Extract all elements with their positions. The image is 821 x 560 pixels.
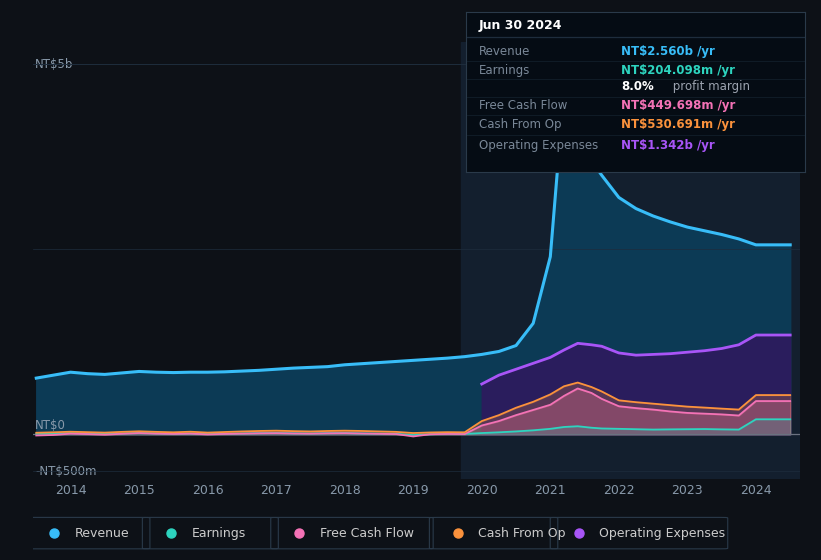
Text: -NT$500m: -NT$500m [35, 465, 97, 478]
Text: Earnings: Earnings [479, 64, 530, 77]
Text: NT$204.098m /yr: NT$204.098m /yr [621, 64, 736, 77]
Text: Revenue: Revenue [479, 45, 530, 58]
Text: Cash From Op: Cash From Op [479, 118, 562, 132]
Text: Cash From Op: Cash From Op [479, 526, 566, 540]
Text: NT$449.698m /yr: NT$449.698m /yr [621, 99, 736, 112]
Text: Earnings: Earnings [191, 526, 245, 540]
Text: NT$530.691m /yr: NT$530.691m /yr [621, 118, 736, 132]
Bar [461, 42, 800, 479]
Text: NT$5b: NT$5b [35, 58, 74, 71]
Text: 8.0%: 8.0% [621, 80, 654, 93]
Text: NT$0: NT$0 [35, 419, 66, 432]
Text: Revenue: Revenue [75, 526, 129, 540]
Text: Operating Expenses: Operating Expenses [479, 139, 599, 152]
Text: Free Cash Flow: Free Cash Flow [479, 99, 567, 112]
Text: Free Cash Flow: Free Cash Flow [320, 526, 414, 540]
Text: NT$2.560b /yr: NT$2.560b /yr [621, 45, 715, 58]
Text: Jun 30 2024: Jun 30 2024 [479, 20, 562, 32]
Text: Operating Expenses: Operating Expenses [599, 526, 726, 540]
Text: profit margin: profit margin [669, 80, 750, 93]
Text: NT$1.342b /yr: NT$1.342b /yr [621, 139, 715, 152]
